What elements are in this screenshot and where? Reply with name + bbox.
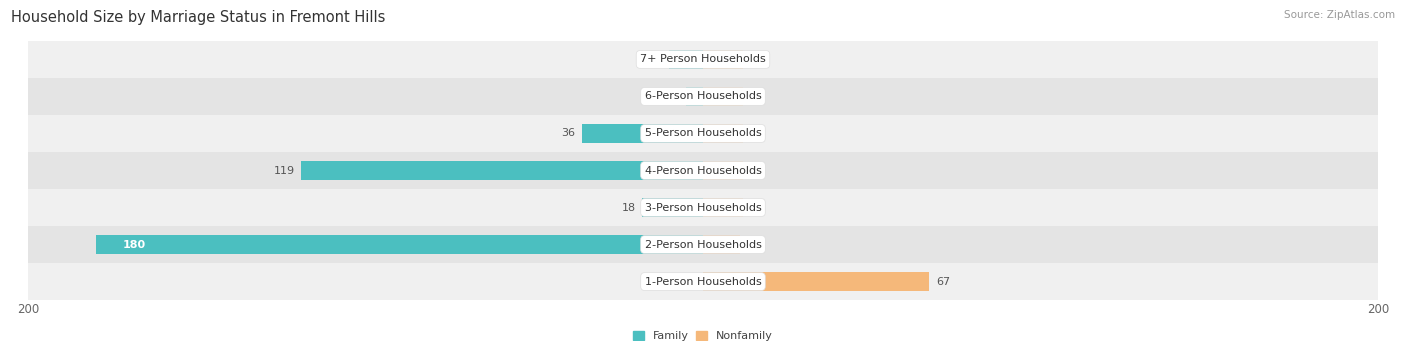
- Bar: [703, 272, 929, 291]
- Text: 11: 11: [747, 239, 761, 250]
- Text: Household Size by Marriage Status in Fremont Hills: Household Size by Marriage Status in Fre…: [11, 10, 385, 25]
- Text: 7+ Person Households: 7+ Person Households: [640, 55, 766, 64]
- Text: 4-Person Households: 4-Person Households: [644, 165, 762, 176]
- Bar: [28, 189, 1378, 226]
- Bar: [643, 198, 703, 217]
- Text: 2-Person Households: 2-Person Households: [644, 239, 762, 250]
- Bar: [703, 161, 744, 180]
- Bar: [301, 161, 703, 180]
- Bar: [703, 50, 744, 69]
- Text: 10: 10: [648, 55, 662, 64]
- Text: 36: 36: [561, 129, 575, 138]
- Text: 18: 18: [621, 203, 636, 212]
- Bar: [703, 198, 744, 217]
- Bar: [703, 87, 744, 106]
- Text: 67: 67: [936, 277, 950, 286]
- Bar: [703, 235, 740, 254]
- Text: 0: 0: [751, 203, 758, 212]
- Text: 1-Person Households: 1-Person Households: [644, 277, 762, 286]
- Text: 180: 180: [122, 239, 146, 250]
- Bar: [28, 115, 1378, 152]
- Bar: [28, 152, 1378, 189]
- Text: 0: 0: [751, 91, 758, 102]
- Text: 5-Person Households: 5-Person Households: [644, 129, 762, 138]
- Text: 0: 0: [751, 165, 758, 176]
- Bar: [96, 235, 703, 254]
- Bar: [582, 124, 703, 143]
- Bar: [669, 50, 703, 69]
- Text: 0: 0: [751, 129, 758, 138]
- Legend: Family, Nonfamily: Family, Nonfamily: [633, 331, 773, 341]
- Text: 119: 119: [274, 165, 295, 176]
- Bar: [686, 87, 703, 106]
- Text: 0: 0: [751, 55, 758, 64]
- Bar: [28, 78, 1378, 115]
- Bar: [28, 263, 1378, 300]
- Text: Source: ZipAtlas.com: Source: ZipAtlas.com: [1284, 10, 1395, 20]
- Text: 5: 5: [672, 91, 679, 102]
- Bar: [28, 226, 1378, 263]
- Text: 3-Person Households: 3-Person Households: [644, 203, 762, 212]
- Bar: [28, 41, 1378, 78]
- Text: 6-Person Households: 6-Person Households: [644, 91, 762, 102]
- Bar: [703, 124, 744, 143]
